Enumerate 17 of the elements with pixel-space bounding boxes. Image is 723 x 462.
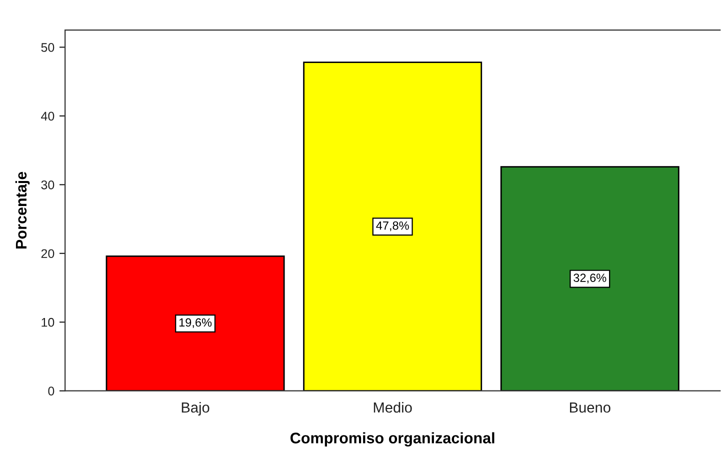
y-axis-title: Porcentaje: [15, 172, 30, 248]
y-tick-label: 30: [41, 180, 54, 190]
data-label: 32,6%: [574, 274, 606, 284]
x-tick-label: Bueno: [570, 402, 610, 413]
y-tick-label: 20: [41, 249, 54, 258]
x-tick-label: Medio: [374, 402, 412, 413]
data-label: 19,6%: [179, 318, 212, 328]
y-tick-label: 40: [41, 112, 54, 121]
x-axis-title: Compromiso organizacional: [290, 432, 494, 447]
bar: [303, 62, 482, 391]
y-tick-label: 50: [41, 43, 54, 52]
data-label: 47,8%: [376, 221, 409, 232]
bar: [106, 255, 285, 391]
x-tick-label: Bajo: [182, 402, 210, 416]
y-tick-label: 0: [48, 386, 54, 396]
bar: [500, 166, 680, 391]
y-tick-label: 10: [42, 318, 54, 327]
